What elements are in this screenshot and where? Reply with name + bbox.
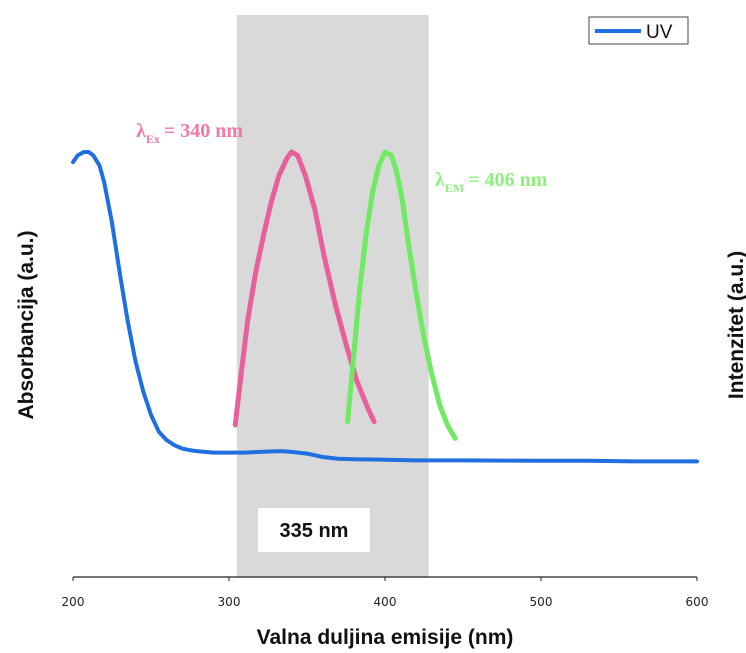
x-tick-label: 300 xyxy=(218,595,241,609)
annotation-emission-value: = 406 nm xyxy=(468,169,548,191)
band-label: 335 nm xyxy=(280,520,349,542)
annotation-excitation-sub: Ex xyxy=(146,132,160,146)
y-axis-title-right: Intenzitet (a.u.) xyxy=(725,251,746,399)
annotation-emission-symbol: λ xyxy=(435,169,445,191)
annotation-excitation-value: = 340 nm xyxy=(164,120,244,142)
annotation-emission: λEM = 406 nm xyxy=(435,169,548,195)
x-axis-title: Valna duljina emisije (nm) xyxy=(257,626,514,649)
legend-label-uv: UV xyxy=(646,22,673,43)
series-layer xyxy=(71,149,699,464)
series-line-0 xyxy=(71,150,699,464)
x-tick-label: 200 xyxy=(62,595,85,609)
y-axis-title-left: Absorbancija (a.u.) xyxy=(15,230,38,419)
x-tick-label: 600 xyxy=(686,595,709,609)
x-tick-label: 500 xyxy=(530,595,553,609)
annotation-excitation-symbol: λ xyxy=(136,120,146,142)
tick-layer: 200 300 400 500 600 xyxy=(62,577,709,609)
series-line-1 xyxy=(232,149,377,428)
x-tick-label: 400 xyxy=(374,595,397,609)
band-label-box xyxy=(258,508,370,552)
legend: UV xyxy=(588,16,689,45)
series-line-2 xyxy=(345,149,458,441)
annotation-emission-sub: EM xyxy=(445,181,464,195)
annotation-excitation: λEx = 340 nm xyxy=(136,120,243,146)
